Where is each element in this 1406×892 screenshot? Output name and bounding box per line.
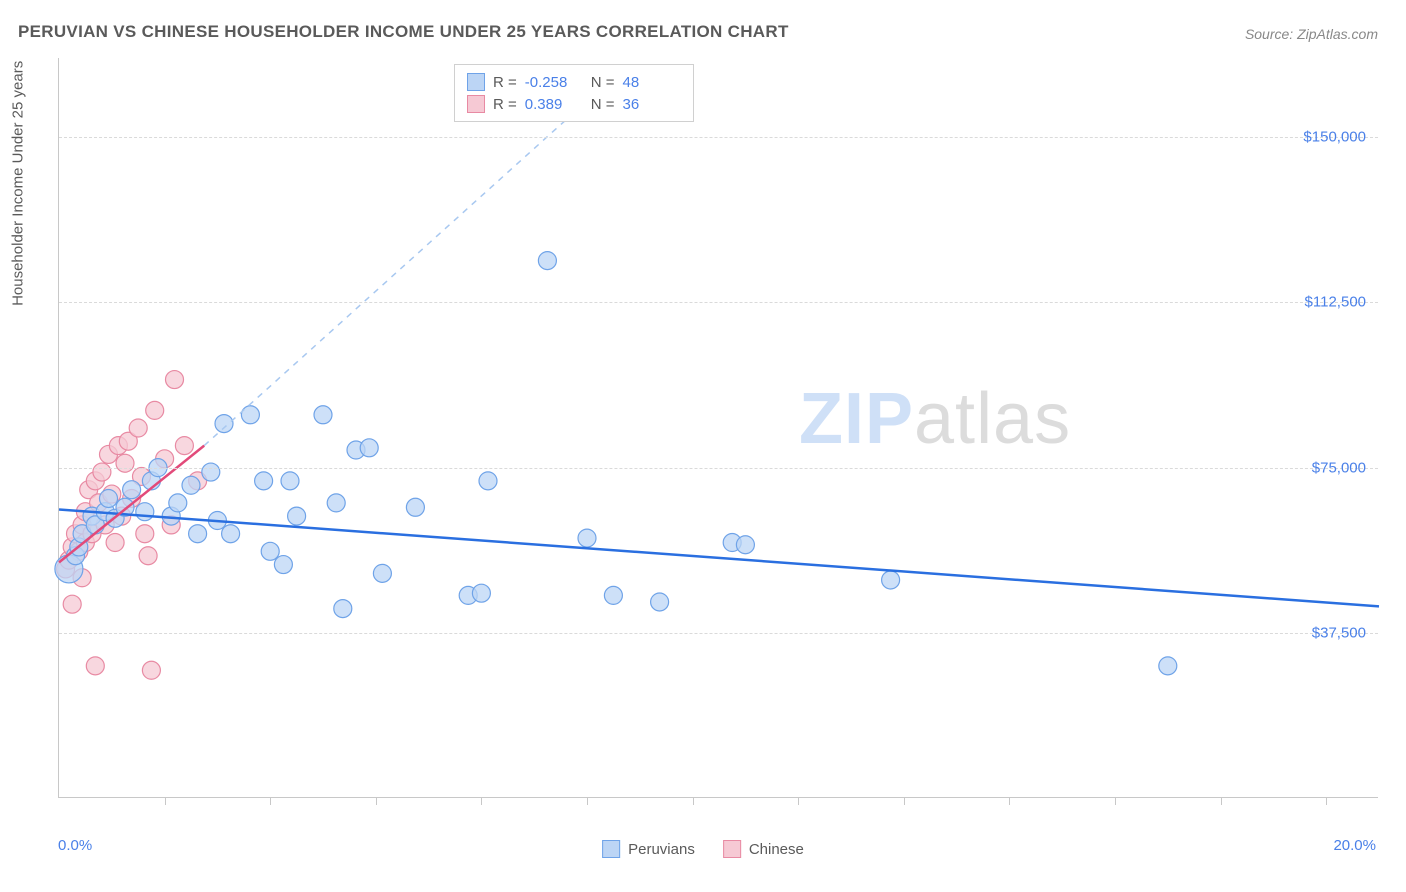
stats-n-label: N = xyxy=(591,96,615,113)
data-point xyxy=(142,661,160,679)
data-point xyxy=(189,525,207,543)
y-tick-label: $112,500 xyxy=(1305,294,1366,311)
data-point xyxy=(373,564,391,582)
stats-r-chinese: 0.389 xyxy=(525,96,583,113)
y-tick-label: $75,000 xyxy=(1312,459,1366,476)
data-point xyxy=(222,525,240,543)
data-point xyxy=(129,419,147,437)
data-point xyxy=(334,600,352,618)
x-tick xyxy=(1326,797,1327,805)
data-point xyxy=(100,489,118,507)
gridline xyxy=(59,633,1378,634)
correlation-chart: PERUVIAN VS CHINESE HOUSEHOLDER INCOME U… xyxy=(0,0,1406,892)
data-point xyxy=(175,437,193,455)
stats-r-label: R = xyxy=(493,96,517,113)
swatch-peruvians xyxy=(467,73,485,91)
legend-label-chinese: Chinese xyxy=(749,841,804,858)
data-point xyxy=(882,571,900,589)
data-point xyxy=(255,472,273,490)
x-tick xyxy=(1115,797,1116,805)
data-point xyxy=(281,472,299,490)
x-tick xyxy=(165,797,166,805)
data-point xyxy=(63,595,81,613)
data-point xyxy=(169,494,187,512)
data-point xyxy=(146,401,164,419)
data-point xyxy=(136,525,154,543)
legend-bottom: Peruvians Chinese xyxy=(602,840,804,858)
data-point xyxy=(166,371,184,389)
gridline xyxy=(59,137,1378,138)
y-axis-label: Householder Income Under 25 years xyxy=(10,61,27,306)
data-point xyxy=(578,529,596,547)
data-point xyxy=(538,252,556,270)
stats-n-peruvians: 48 xyxy=(623,74,681,91)
x-axis-label-right: 20.0% xyxy=(1333,837,1376,854)
stats-row-peruvians: R = -0.258 N = 48 xyxy=(467,71,681,93)
x-tick xyxy=(1009,797,1010,805)
stats-row-chinese: R = 0.389 N = 36 xyxy=(467,93,681,115)
x-tick xyxy=(798,797,799,805)
gridline xyxy=(59,468,1378,469)
legend-swatch-chinese xyxy=(723,840,741,858)
chart-source: Source: ZipAtlas.com xyxy=(1245,26,1378,42)
data-point xyxy=(136,503,154,521)
x-tick xyxy=(693,797,694,805)
x-axis-label-left: 0.0% xyxy=(58,837,92,854)
data-point xyxy=(406,498,424,516)
data-point xyxy=(604,586,622,604)
stats-r-label: R = xyxy=(493,74,517,91)
legend-swatch-peruvians xyxy=(602,840,620,858)
data-point xyxy=(479,472,497,490)
data-point xyxy=(123,481,141,499)
data-point xyxy=(1159,657,1177,675)
trend-line xyxy=(59,509,1379,606)
plot-area: ZIPatlas R = -0.258 N = 48 R = 0.389 N =… xyxy=(58,58,1378,798)
data-point xyxy=(274,556,292,574)
data-point xyxy=(327,494,345,512)
data-point xyxy=(182,476,200,494)
legend-item-chinese: Chinese xyxy=(723,840,804,858)
data-point xyxy=(106,534,124,552)
stats-n-label: N = xyxy=(591,74,615,91)
data-point xyxy=(736,536,754,554)
x-tick xyxy=(587,797,588,805)
x-tick xyxy=(1221,797,1222,805)
gridline xyxy=(59,302,1378,303)
data-point xyxy=(241,406,259,424)
data-point xyxy=(288,507,306,525)
x-tick xyxy=(376,797,377,805)
stats-n-chinese: 36 xyxy=(623,96,681,113)
trend-line-dashed xyxy=(204,71,620,445)
stats-r-peruvians: -0.258 xyxy=(525,74,583,91)
data-point xyxy=(139,547,157,565)
data-point xyxy=(360,439,378,457)
legend-item-peruvians: Peruvians xyxy=(602,840,695,858)
y-tick-label: $37,500 xyxy=(1312,624,1366,641)
data-point xyxy=(215,415,233,433)
stats-box: R = -0.258 N = 48 R = 0.389 N = 36 xyxy=(454,64,694,122)
x-tick xyxy=(904,797,905,805)
x-tick xyxy=(270,797,271,805)
data-point xyxy=(202,463,220,481)
y-tick-label: $150,000 xyxy=(1303,129,1366,146)
plot-svg xyxy=(59,58,1378,797)
data-point xyxy=(93,463,111,481)
data-point xyxy=(651,593,669,611)
swatch-chinese xyxy=(467,95,485,113)
data-point xyxy=(472,584,490,602)
data-point xyxy=(314,406,332,424)
data-point xyxy=(116,454,134,472)
data-point xyxy=(261,542,279,560)
x-tick xyxy=(481,797,482,805)
data-point xyxy=(86,657,104,675)
legend-label-peruvians: Peruvians xyxy=(628,841,695,858)
chart-title: PERUVIAN VS CHINESE HOUSEHOLDER INCOME U… xyxy=(18,22,789,42)
